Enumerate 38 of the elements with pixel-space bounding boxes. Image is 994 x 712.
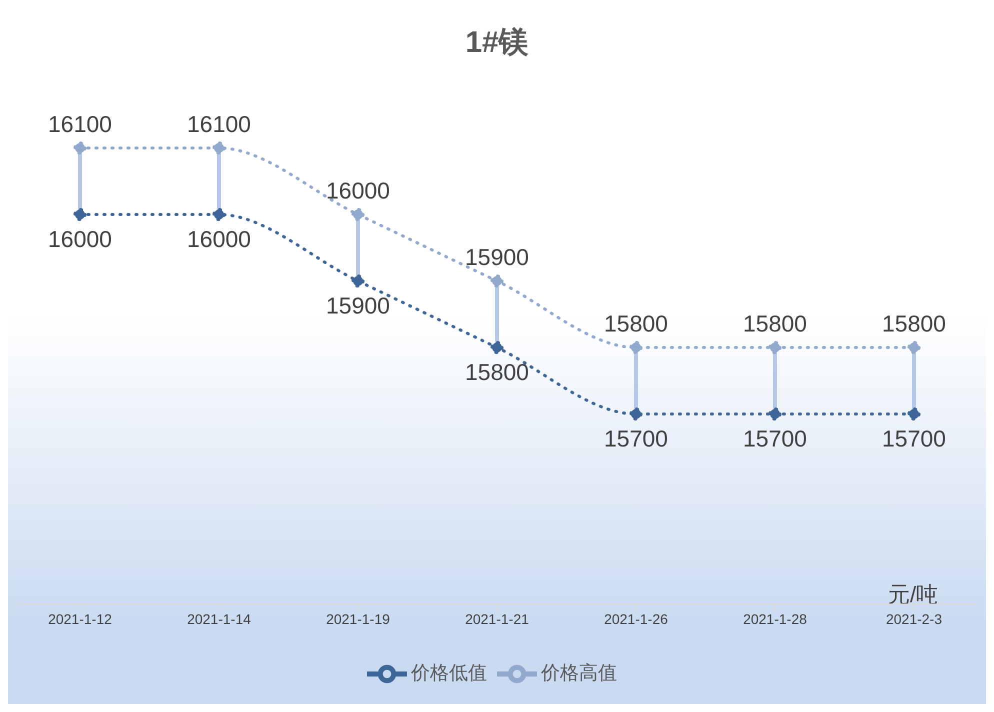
legend-label: 价格高值 [541, 663, 617, 684]
point [74, 142, 86, 154]
data-label: 15800 [604, 310, 668, 336]
data-label: 15800 [465, 358, 529, 385]
data-label: 15700 [882, 425, 946, 452]
chart-title: 1#镁 [464, 25, 530, 61]
data-label: 15900 [465, 244, 529, 270]
data-label: 15700 [604, 425, 668, 452]
x-tick-label: 2021-1-28 [743, 610, 808, 627]
data-label: 16000 [187, 226, 251, 252]
point [630, 408, 642, 420]
point [490, 274, 504, 288]
point [768, 341, 782, 354]
data-label: 16000 [48, 226, 112, 252]
data-label: 15900 [326, 292, 390, 318]
data-label: 15700 [743, 425, 807, 452]
data-label: 16000 [326, 178, 390, 204]
point [908, 341, 920, 354]
x-tick-label: 2021-1-26 [604, 610, 668, 627]
data-label: 16100 [48, 111, 112, 137]
point [768, 408, 782, 420]
point [352, 274, 364, 288]
data-label: 16100 [187, 111, 251, 137]
legend-label: 价格低值 [411, 663, 487, 684]
point [908, 408, 920, 420]
x-tick-label: 2021-1-19 [326, 610, 390, 627]
x-tick-label: 2021-1-12 [48, 610, 112, 627]
x-tick-label: 2021-1-14 [187, 610, 252, 627]
point [212, 208, 226, 221]
data-label: 15800 [743, 310, 807, 336]
data-label: 15800 [882, 310, 946, 336]
point [490, 341, 504, 354]
point [74, 208, 86, 221]
point [630, 341, 642, 354]
point [212, 142, 226, 154]
point [352, 208, 364, 221]
x-tick-label: 2021-1-21 [465, 610, 530, 627]
x-tick-label: 2021-2-3 [886, 610, 942, 627]
